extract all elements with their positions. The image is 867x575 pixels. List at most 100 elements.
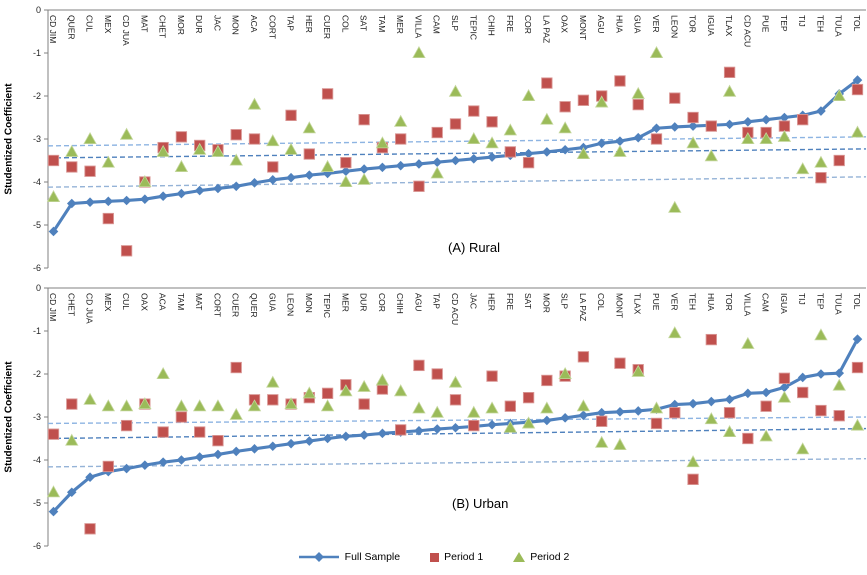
period-2-point	[156, 144, 170, 157]
city-label: TLAX	[633, 293, 643, 315]
period-2-point	[613, 437, 627, 450]
period-1-point	[742, 432, 754, 445]
city-label: MEX	[103, 293, 113, 312]
period-2-point	[247, 399, 262, 412]
full-sample-point	[542, 415, 552, 426]
full-sample-point	[596, 138, 607, 149]
period-1-point	[230, 129, 242, 141]
full-sample-point	[560, 413, 570, 423]
full-sample-point	[596, 407, 607, 418]
city-label: MER	[395, 15, 405, 34]
city-label: COR	[377, 293, 387, 312]
full-sample-point	[852, 334, 863, 344]
period-1-point	[66, 398, 78, 410]
full-sample-point	[852, 75, 863, 85]
period-1-point	[559, 101, 571, 113]
city-label: ACA	[158, 293, 168, 311]
city-label: COL	[340, 15, 350, 33]
period-2-point	[668, 200, 682, 213]
period-2-point	[229, 407, 243, 420]
panel-b-caption: (B) Urban	[452, 496, 509, 511]
city-label: CD JUA	[121, 15, 131, 46]
full-sample-point	[194, 185, 205, 196]
period-2-point	[686, 136, 700, 149]
full-sample-point	[377, 162, 388, 173]
full-sample-point	[249, 444, 260, 454]
full-sample-point	[761, 387, 771, 398]
period-1-point	[778, 120, 791, 132]
y-tick-label: 0	[36, 283, 41, 293]
period-2-point	[247, 97, 262, 110]
city-label: CD JUA	[85, 293, 95, 324]
period-1-point	[522, 156, 535, 169]
full-sample-point	[213, 449, 223, 460]
period-1-point	[650, 417, 663, 430]
rural-y-axis-title: Studentized Coefficient	[3, 83, 15, 195]
period-1-point	[797, 113, 809, 126]
city-label: VILLA	[742, 293, 752, 316]
y-tick-label: -5	[33, 498, 41, 508]
full-sample-point	[140, 460, 150, 470]
period-1-point	[175, 131, 188, 143]
full-sample-point	[651, 123, 662, 134]
period-2-point	[796, 162, 810, 175]
city-label: CHIH	[487, 15, 497, 36]
period-1-point	[84, 523, 96, 535]
city-label: JAC	[468, 293, 478, 309]
period-2-point	[467, 131, 481, 144]
period-2-point	[796, 442, 810, 455]
full-sample-point	[450, 155, 461, 166]
legend-item-full-sample: Full Sample	[298, 551, 400, 563]
period-2-point	[467, 405, 481, 418]
period-2-point	[430, 166, 444, 179]
full-sample-point	[341, 166, 351, 177]
reference-dashed-line	[47, 136, 867, 147]
city-label: AGU	[413, 293, 423, 311]
period-2-point	[101, 155, 115, 168]
city-label: TOR	[688, 15, 698, 33]
period-2-point	[576, 399, 591, 412]
period-2-point	[668, 326, 682, 339]
reference-dashed-line	[47, 176, 867, 188]
period-1-point	[120, 419, 133, 432]
city-label: CORT	[267, 15, 277, 39]
legend-label-full-sample: Full Sample	[344, 551, 401, 563]
city-label: MONT	[578, 15, 588, 40]
period-1-point	[650, 133, 663, 145]
city-label: HUA	[706, 293, 716, 311]
period-2-point	[394, 114, 408, 127]
city-label: MOR	[176, 15, 186, 35]
full-sample-point	[377, 428, 388, 439]
y-tick-label: -6	[33, 541, 41, 551]
period-1-point	[577, 94, 590, 106]
city-label: CAM	[432, 15, 442, 34]
period-1-point	[267, 394, 279, 406]
period-2-point	[558, 366, 572, 379]
period-1-point	[541, 374, 553, 387]
period-2-point	[65, 144, 79, 157]
full-sample-point	[194, 452, 205, 462]
period-2-point	[211, 144, 225, 157]
period-1-point	[431, 368, 443, 380]
period-2-point	[174, 159, 189, 172]
full-sample-point	[286, 438, 296, 449]
city-label: TEP	[815, 293, 825, 310]
period-2-point	[521, 88, 536, 101]
period-1-point	[120, 245, 133, 257]
period-2-point	[193, 399, 207, 412]
city-label: TIJ	[797, 15, 807, 27]
city-label: TULA	[834, 15, 844, 37]
full-sample-point	[304, 436, 315, 446]
period-1-point	[194, 426, 206, 438]
period-1-point	[815, 404, 827, 417]
full-sample-point	[66, 198, 77, 209]
period-2-point	[503, 420, 517, 433]
full-sample-point	[85, 472, 95, 482]
y-tick-label: -4	[33, 177, 41, 187]
period-1-point	[321, 387, 334, 400]
city-label: FRE	[505, 15, 515, 32]
city-label: TULA	[834, 293, 844, 315]
city-label: IGUA	[706, 15, 716, 36]
period-1-point	[395, 424, 407, 436]
period-2-point	[814, 328, 828, 341]
